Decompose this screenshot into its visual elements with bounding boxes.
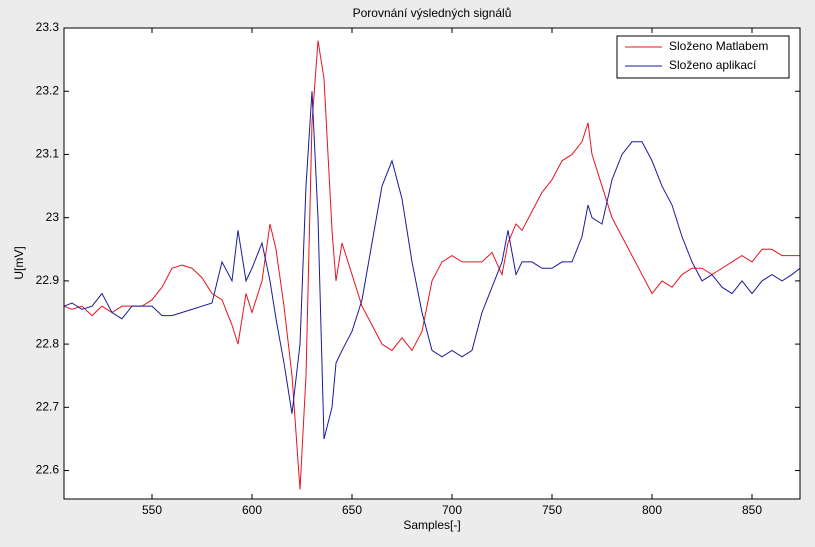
y-axis-label: U[mV] bbox=[12, 246, 26, 279]
y-tick-label: 23.1 bbox=[36, 147, 60, 161]
y-tick-label: 23.3 bbox=[36, 20, 60, 34]
y-tick-label: 22.8 bbox=[36, 336, 60, 350]
chart-title: Porovnání výsledných signálů bbox=[353, 6, 512, 20]
plot-area bbox=[64, 28, 800, 499]
y-tick-label: 22.9 bbox=[36, 273, 60, 287]
x-axis-label: Samples[-] bbox=[403, 518, 460, 532]
y-tick-label: 23 bbox=[46, 210, 60, 224]
series-line bbox=[63, 40, 800, 490]
legend-label: Složeno aplikací bbox=[669, 58, 757, 72]
legend-label: Složeno Matlabem bbox=[669, 39, 768, 53]
y-tick-label: 22.6 bbox=[36, 463, 60, 477]
legend-box bbox=[616, 35, 790, 79]
x-tick-label: 650 bbox=[342, 503, 362, 517]
x-tick-label: 850 bbox=[742, 503, 762, 517]
axes-box bbox=[63, 27, 801, 500]
x-tick-label: 700 bbox=[442, 503, 462, 517]
x-tick-label: 550 bbox=[142, 503, 162, 517]
x-tick-label: 800 bbox=[642, 503, 662, 517]
y-tick-label: 23.2 bbox=[36, 83, 60, 97]
x-tick-label: 600 bbox=[242, 503, 262, 517]
y-tick-label: 22.7 bbox=[36, 400, 60, 414]
x-tick-label: 750 bbox=[542, 503, 562, 517]
series-line bbox=[63, 91, 801, 440]
